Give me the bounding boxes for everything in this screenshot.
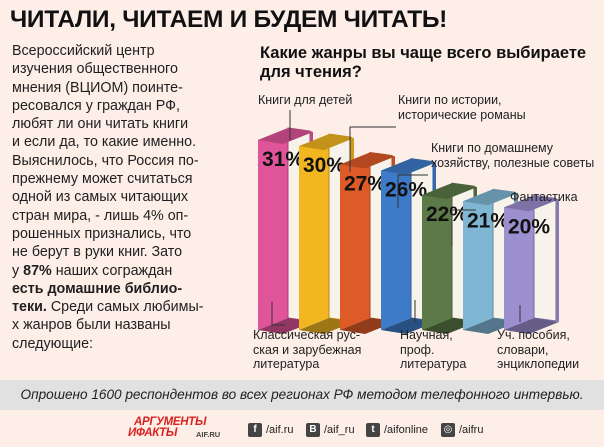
book-top-4 [422, 183, 477, 200]
book-front-4 [422, 183, 452, 330]
genre-label-kids: Книги для детей [258, 93, 353, 107]
book-bar-6 [504, 194, 559, 334]
social-instagram-text: /aifru [459, 424, 484, 436]
book-top-2 [340, 152, 395, 169]
book-front-5 [463, 189, 493, 330]
intro-line: мнения (ВЦИОМ) поинте- [12, 79, 183, 96]
book-bottom-6 [504, 318, 559, 334]
book-top-6 [504, 195, 559, 212]
vk-icon: B [306, 423, 320, 437]
intro-line: теки. Среди самых любимы- [12, 299, 204, 316]
value-label-3: 26% [385, 179, 427, 202]
book-top-1 [299, 134, 354, 151]
value-label-0: 31% [262, 148, 304, 171]
intro-line: стран мира, - лишь 4% оп- [12, 207, 189, 224]
logo-site: AIF.RU [196, 430, 221, 439]
leader-line-history [349, 126, 396, 172]
intro-line: х жанров были названы [12, 317, 171, 334]
social-facebook-text: /aif.ru [266, 424, 294, 436]
genre-label-science: Научная, проф. литература [400, 328, 467, 371]
leader-line-fantasy [451, 209, 476, 246]
intro-line: Выяснилось, что Россия по- [12, 152, 199, 169]
value-label-5: 21% [467, 209, 509, 232]
book-front-1 [299, 134, 329, 330]
social-twitter[interactable]: t /aifonline [366, 423, 428, 437]
logo-line-1: АРГУМЕНТЫ [134, 416, 207, 428]
book-pages-6 [533, 194, 557, 322]
genre-label-history: Книги по истории, исторические романы [398, 93, 526, 122]
book-front-0 [258, 128, 288, 330]
leader-line-home [397, 174, 428, 208]
logo-line-2: ИФАКТЫ [128, 427, 178, 439]
intro-line: рошенных признались, что [12, 225, 192, 242]
facebook-icon: f [248, 423, 262, 437]
book-bar-4 [422, 182, 477, 334]
book-top-3 [381, 158, 436, 175]
social-vk-text: /aif_ru [324, 424, 355, 436]
intro-line: следующие: [12, 335, 94, 352]
intro-line: любят ли они читать книги [12, 116, 189, 133]
social-facebook[interactable]: f /aif.ru [248, 423, 294, 437]
social-twitter-text: /aifonline [384, 424, 429, 436]
footnote: Опрошено 1600 респондентов во всех регио… [0, 380, 604, 410]
value-label-1: 30% [303, 154, 345, 177]
genre-label-home: Книги по домашнему хозяйству, полезные со… [431, 141, 595, 170]
chart-title: Какие жанры вы чаще всего выбираете для … [260, 44, 587, 81]
intro-line: ресовался у граждан РФ, [12, 97, 180, 114]
book-front-2 [340, 152, 370, 330]
intro-line: и если да, то какие именно. [12, 134, 197, 151]
social-vk[interactable]: B /aif_ru [306, 423, 355, 437]
value-label-4: 22% [426, 203, 468, 226]
intro-line: изучения общественного [12, 61, 178, 78]
book-top-0 [258, 128, 313, 144]
intro-line: есть домашние библио- [12, 280, 183, 297]
headline: ЧИТАЛИ, ЧИТАЕМ И БУДЕМ ЧИТАТЬ! [10, 6, 448, 33]
value-label-6: 20% [508, 215, 550, 238]
instagram-icon: ◎ [441, 423, 455, 437]
social-instagram[interactable]: ◎ /aifru [441, 423, 483, 437]
book-top-5 [463, 189, 518, 206]
intro-line: не берут в руки книг. Зато [12, 244, 183, 261]
book-back-6 [556, 198, 559, 322]
twitter-icon: t [366, 423, 380, 437]
footer: АРГУМЕНТЫ ИФАКТЫ AIF.RU f /aif.ru B /aif… [0, 410, 604, 447]
intro-line: прежнему может считаться [12, 171, 193, 188]
genre-label-fantasy: Фантастика [510, 190, 578, 204]
leader-line-classic [271, 302, 285, 326]
intro-line: Всероссийский центр [12, 43, 155, 59]
intro-line: у 87% наших сограждан [12, 262, 173, 279]
genre-label-edu: Уч. пособия, словари, энциклопедии [497, 328, 580, 371]
book-front-6 [504, 195, 534, 330]
intro-line: одной из самых читающих [12, 189, 189, 206]
genre-label-classic: Классическая рус-ская и зарубежная литера… [253, 328, 362, 371]
intro-text: Всероссийский центр изучения общественно… [12, 42, 240, 353]
aif-logo[interactable]: АРГУМЕНТЫ ИФАКТЫ AIF.RU [128, 416, 238, 441]
book-front-3 [381, 158, 411, 330]
value-label-2: 27% [344, 173, 386, 196]
